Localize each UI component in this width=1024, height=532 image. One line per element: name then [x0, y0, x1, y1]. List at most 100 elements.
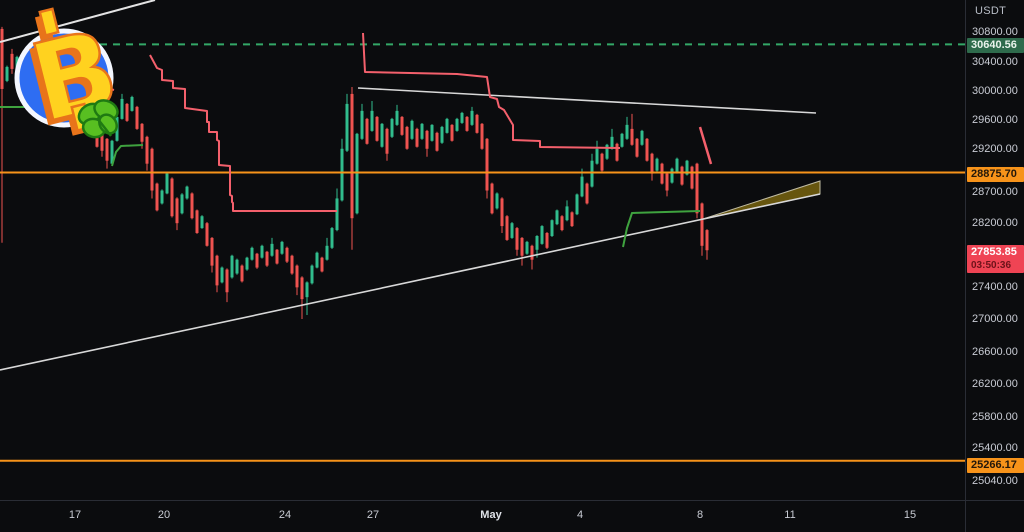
candle-body — [60, 60, 64, 73]
candle-body — [225, 269, 229, 293]
candle-body — [70, 64, 74, 87]
candle-body — [85, 98, 89, 127]
candle-body — [170, 178, 174, 217]
candle-body — [250, 247, 254, 260]
supertrend-line — [0, 106, 79, 113]
candle-body — [470, 110, 474, 125]
descending-triangle-top — [357, 87, 817, 114]
candle-body — [660, 163, 664, 184]
price-tick-label: 25040.00 — [972, 475, 1018, 487]
candle-body — [270, 243, 274, 256]
candle-body — [75, 72, 79, 95]
candle-body — [40, 68, 44, 79]
candle-body — [240, 265, 244, 282]
candle-body — [575, 194, 579, 215]
candle-body — [705, 230, 709, 251]
candle-body — [530, 245, 534, 260]
candle-body — [355, 133, 359, 214]
candle-body — [300, 277, 304, 300]
candle-body — [390, 118, 394, 137]
price-badge: 30640.56 — [967, 38, 1024, 53]
candle-body — [210, 237, 214, 266]
candle-body — [515, 228, 519, 250]
candle-body — [130, 96, 134, 111]
candle-body — [195, 210, 199, 233]
price-tick-label: 26600.00 — [972, 346, 1018, 358]
candle-body — [455, 118, 459, 131]
candle-body — [215, 255, 219, 286]
chart-pane[interactable]: B B — [0, 0, 965, 500]
candle-body — [535, 235, 539, 250]
candle-body — [50, 62, 54, 75]
candle-body — [505, 216, 509, 240]
price-tick-label: 25800.00 — [972, 411, 1018, 423]
candle-body — [360, 110, 364, 139]
candle-body — [90, 110, 94, 121]
candle-body — [255, 253, 259, 268]
candle-body — [620, 133, 624, 147]
candle-body — [110, 140, 114, 164]
candle-body — [290, 255, 294, 274]
candle-body — [260, 245, 264, 258]
price-tick-label: 30800.00 — [972, 26, 1018, 38]
time-tick-label: 24 — [278, 509, 292, 521]
candle-body — [495, 193, 499, 209]
candle-body — [365, 118, 369, 144]
candle-body — [580, 176, 584, 197]
candle-body — [480, 123, 484, 149]
price-chart-svg[interactable] — [0, 0, 965, 500]
supertrend-line — [111, 144, 144, 167]
candle-body — [605, 144, 609, 159]
candle-body — [570, 212, 574, 227]
price-axis[interactable]: USDT 30800.00 30400.00 30000.00 29600.00 292… — [965, 0, 1024, 500]
supertrend-line — [622, 210, 701, 248]
candle-body — [520, 237, 524, 256]
candle-body — [370, 110, 374, 131]
price-tick-label: 30000.00 — [972, 85, 1018, 97]
candle-body — [550, 220, 554, 236]
candle-body — [190, 193, 194, 219]
candle-body — [330, 228, 334, 248]
candle-body — [150, 148, 154, 191]
candle-body — [405, 126, 409, 149]
candle-body — [450, 124, 454, 141]
candle-body — [295, 265, 299, 288]
time-tick-label: 4 — [576, 509, 584, 521]
candle-body — [30, 58, 34, 71]
candle-body — [45, 70, 49, 87]
candle-body — [315, 252, 319, 268]
candle-body — [340, 148, 344, 201]
candle-body — [475, 114, 479, 133]
price-badge: 25266.17 — [967, 458, 1024, 473]
supertrend-line — [81, 57, 115, 91]
candle-body — [220, 267, 224, 283]
price-badge: 28875.70 — [967, 167, 1024, 182]
candle-body — [595, 148, 599, 164]
axis-corner — [965, 500, 1024, 532]
candle-body — [25, 58, 29, 73]
bar-countdown: 03:50:36 — [971, 260, 1012, 271]
wedge-drawing — [702, 180, 821, 220]
candle-body — [325, 245, 329, 260]
time-axis[interactable]: 17 20 24 27 May 4 8 11 15 — [0, 500, 1024, 532]
time-tick-label: 8 — [696, 509, 704, 521]
price-tick-label: 27000.00 — [972, 313, 1018, 325]
time-tick-label: 20 — [157, 509, 171, 521]
candle-body — [655, 158, 659, 171]
candle-body — [410, 120, 414, 139]
candle-body — [415, 128, 419, 147]
candle-body — [285, 247, 289, 262]
candle-body — [200, 216, 204, 229]
candle-body — [435, 132, 439, 151]
rising-triangle-bottom — [0, 193, 821, 371]
candle-body — [675, 158, 679, 173]
candle-body — [650, 153, 654, 174]
red-breakdown-segment — [698, 126, 713, 165]
candle-body — [670, 168, 674, 183]
candle-body — [585, 183, 589, 204]
candle-body — [280, 241, 284, 254]
price-tick-label: 26200.00 — [972, 378, 1018, 390]
time-tick-label: May — [480, 509, 502, 521]
candle-body — [165, 173, 169, 194]
